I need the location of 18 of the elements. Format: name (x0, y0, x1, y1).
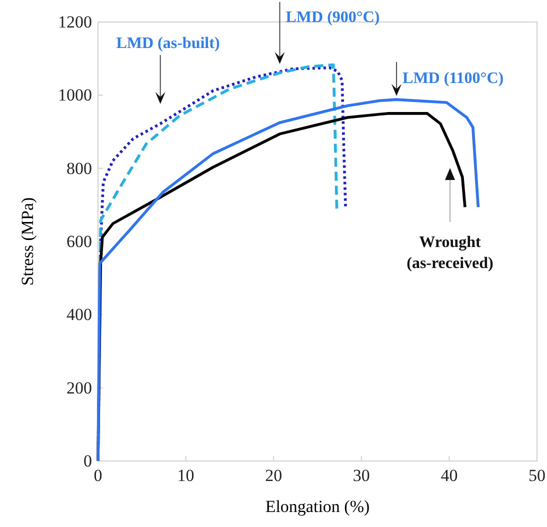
x-tick-label: 20 (265, 466, 282, 486)
x-axis-title: Elongation (%) (265, 497, 370, 516)
y-tick-label: 800 (66, 158, 92, 178)
text: Wrought (as-received) (406, 234, 494, 272)
y-tick-label: 0 (84, 451, 92, 470)
y-axis-title: Stress (MPa) (18, 197, 37, 286)
x-tick-label: 40 (440, 466, 458, 486)
y-tick-label: 1200 (58, 12, 92, 32)
text: LMD (900°C) (286, 9, 380, 26)
x-tick-label: 10 (177, 466, 194, 486)
y-tick-label: 1000 (58, 86, 92, 105)
y-tick-label: 400 (66, 305, 92, 324)
text: LMD (as-built) (116, 35, 220, 52)
series-label: LMD (1100°C) (402, 70, 504, 87)
x-tick-label: 50 (528, 466, 546, 486)
y-tick-label: 600 (66, 232, 92, 251)
y-tick-label: 200 (66, 378, 92, 398)
x-tick-label: 30 (352, 466, 370, 486)
